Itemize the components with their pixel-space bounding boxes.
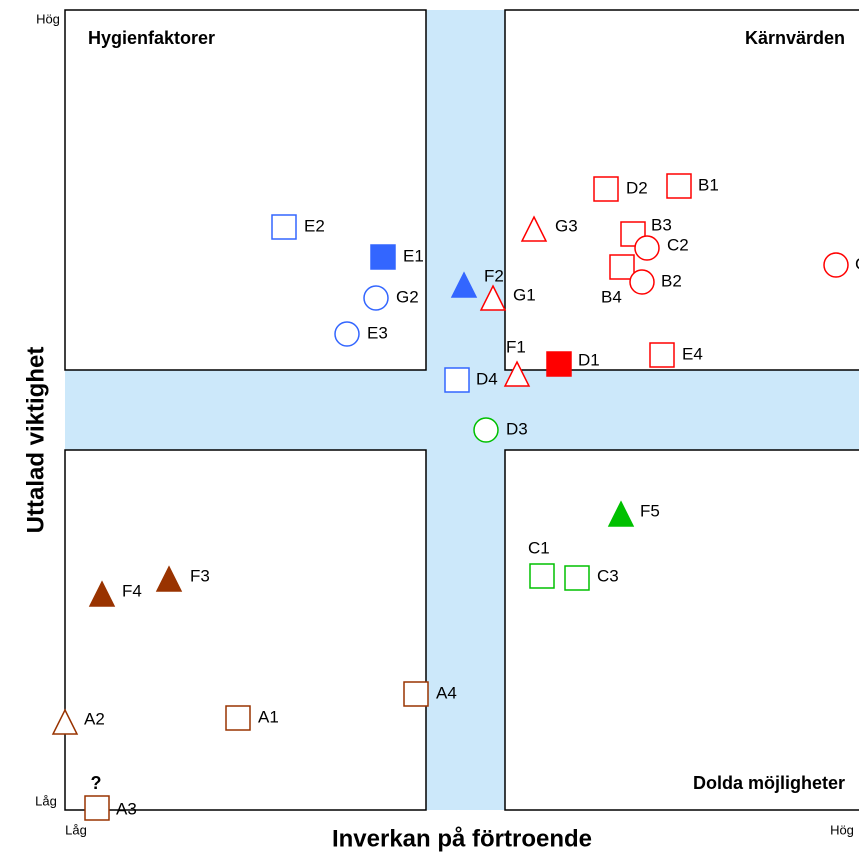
triangle-marker <box>51 708 79 735</box>
node-label: C <box>855 254 859 273</box>
quadrant-box <box>64 449 427 811</box>
node-label: E2 <box>304 216 325 235</box>
triangle-marker <box>520 215 548 242</box>
quadrant-title: Hygienfaktorer <box>88 28 215 48</box>
node-label: G3 <box>555 216 578 235</box>
quadrant-box <box>504 9 859 371</box>
node-label: A2 <box>84 709 105 728</box>
annotation: ? <box>91 773 102 793</box>
quadrant-title: Dolda möjligheter <box>693 773 845 793</box>
square-marker <box>649 342 675 368</box>
y-low: Låg <box>35 793 57 808</box>
circle-marker <box>629 269 655 295</box>
node-label: E4 <box>682 344 703 363</box>
square-marker <box>84 795 110 821</box>
triangle-marker <box>450 271 478 298</box>
node-label: E1 <box>403 246 424 265</box>
square-marker <box>593 176 619 202</box>
triangle-marker <box>155 565 183 592</box>
node-label: F5 <box>640 501 660 520</box>
node-label: F1 <box>506 337 526 356</box>
node-label: F3 <box>190 566 210 585</box>
node-label: D4 <box>476 369 498 388</box>
circle-marker <box>634 235 660 261</box>
triangle-marker <box>607 500 635 527</box>
quadrant-box <box>64 9 427 371</box>
square-marker <box>444 367 470 393</box>
node-label: F4 <box>122 581 142 600</box>
x-low: Låg <box>65 822 87 837</box>
triangle-marker <box>479 284 507 311</box>
square-marker <box>225 705 251 731</box>
node-label: B3 <box>651 215 672 234</box>
y-high: Hög <box>36 11 60 26</box>
square-marker <box>529 563 555 589</box>
square-marker <box>546 351 572 377</box>
circle-marker <box>334 321 360 347</box>
node-label: D1 <box>578 350 600 369</box>
node-label: B4 <box>601 287 622 306</box>
node-label: C2 <box>667 235 689 254</box>
square-marker <box>403 681 429 707</box>
square-marker <box>370 244 396 270</box>
node-label: B2 <box>661 271 682 290</box>
quadrant-box <box>504 449 859 811</box>
triangle-marker <box>503 360 531 387</box>
node-label: G2 <box>396 287 419 306</box>
node-label: D2 <box>626 178 648 197</box>
x-axis-title: Inverkan på förtroende <box>332 825 592 852</box>
square-marker <box>564 565 590 591</box>
circle-marker <box>823 252 849 278</box>
node-label: B1 <box>698 175 719 194</box>
circle-marker <box>363 285 389 311</box>
node-label: D3 <box>506 419 528 438</box>
node-label: C3 <box>597 566 619 585</box>
circle-marker <box>473 417 499 443</box>
node-label: C1 <box>528 538 550 557</box>
node-label: A3 <box>116 799 137 818</box>
x-high: Hög <box>830 822 854 837</box>
quadrant-title: Kärnvärden <box>745 28 845 48</box>
node-label: G1 <box>513 285 536 304</box>
node-label: A1 <box>258 707 279 726</box>
triangle-marker <box>88 580 116 607</box>
square-marker <box>609 254 635 280</box>
square-marker <box>666 173 692 199</box>
y-axis-title: Uttalad viktighet <box>22 347 49 534</box>
node-label: A4 <box>436 683 457 702</box>
square-marker <box>271 214 297 240</box>
node-label: F2 <box>484 266 504 285</box>
node-label: E3 <box>367 323 388 342</box>
